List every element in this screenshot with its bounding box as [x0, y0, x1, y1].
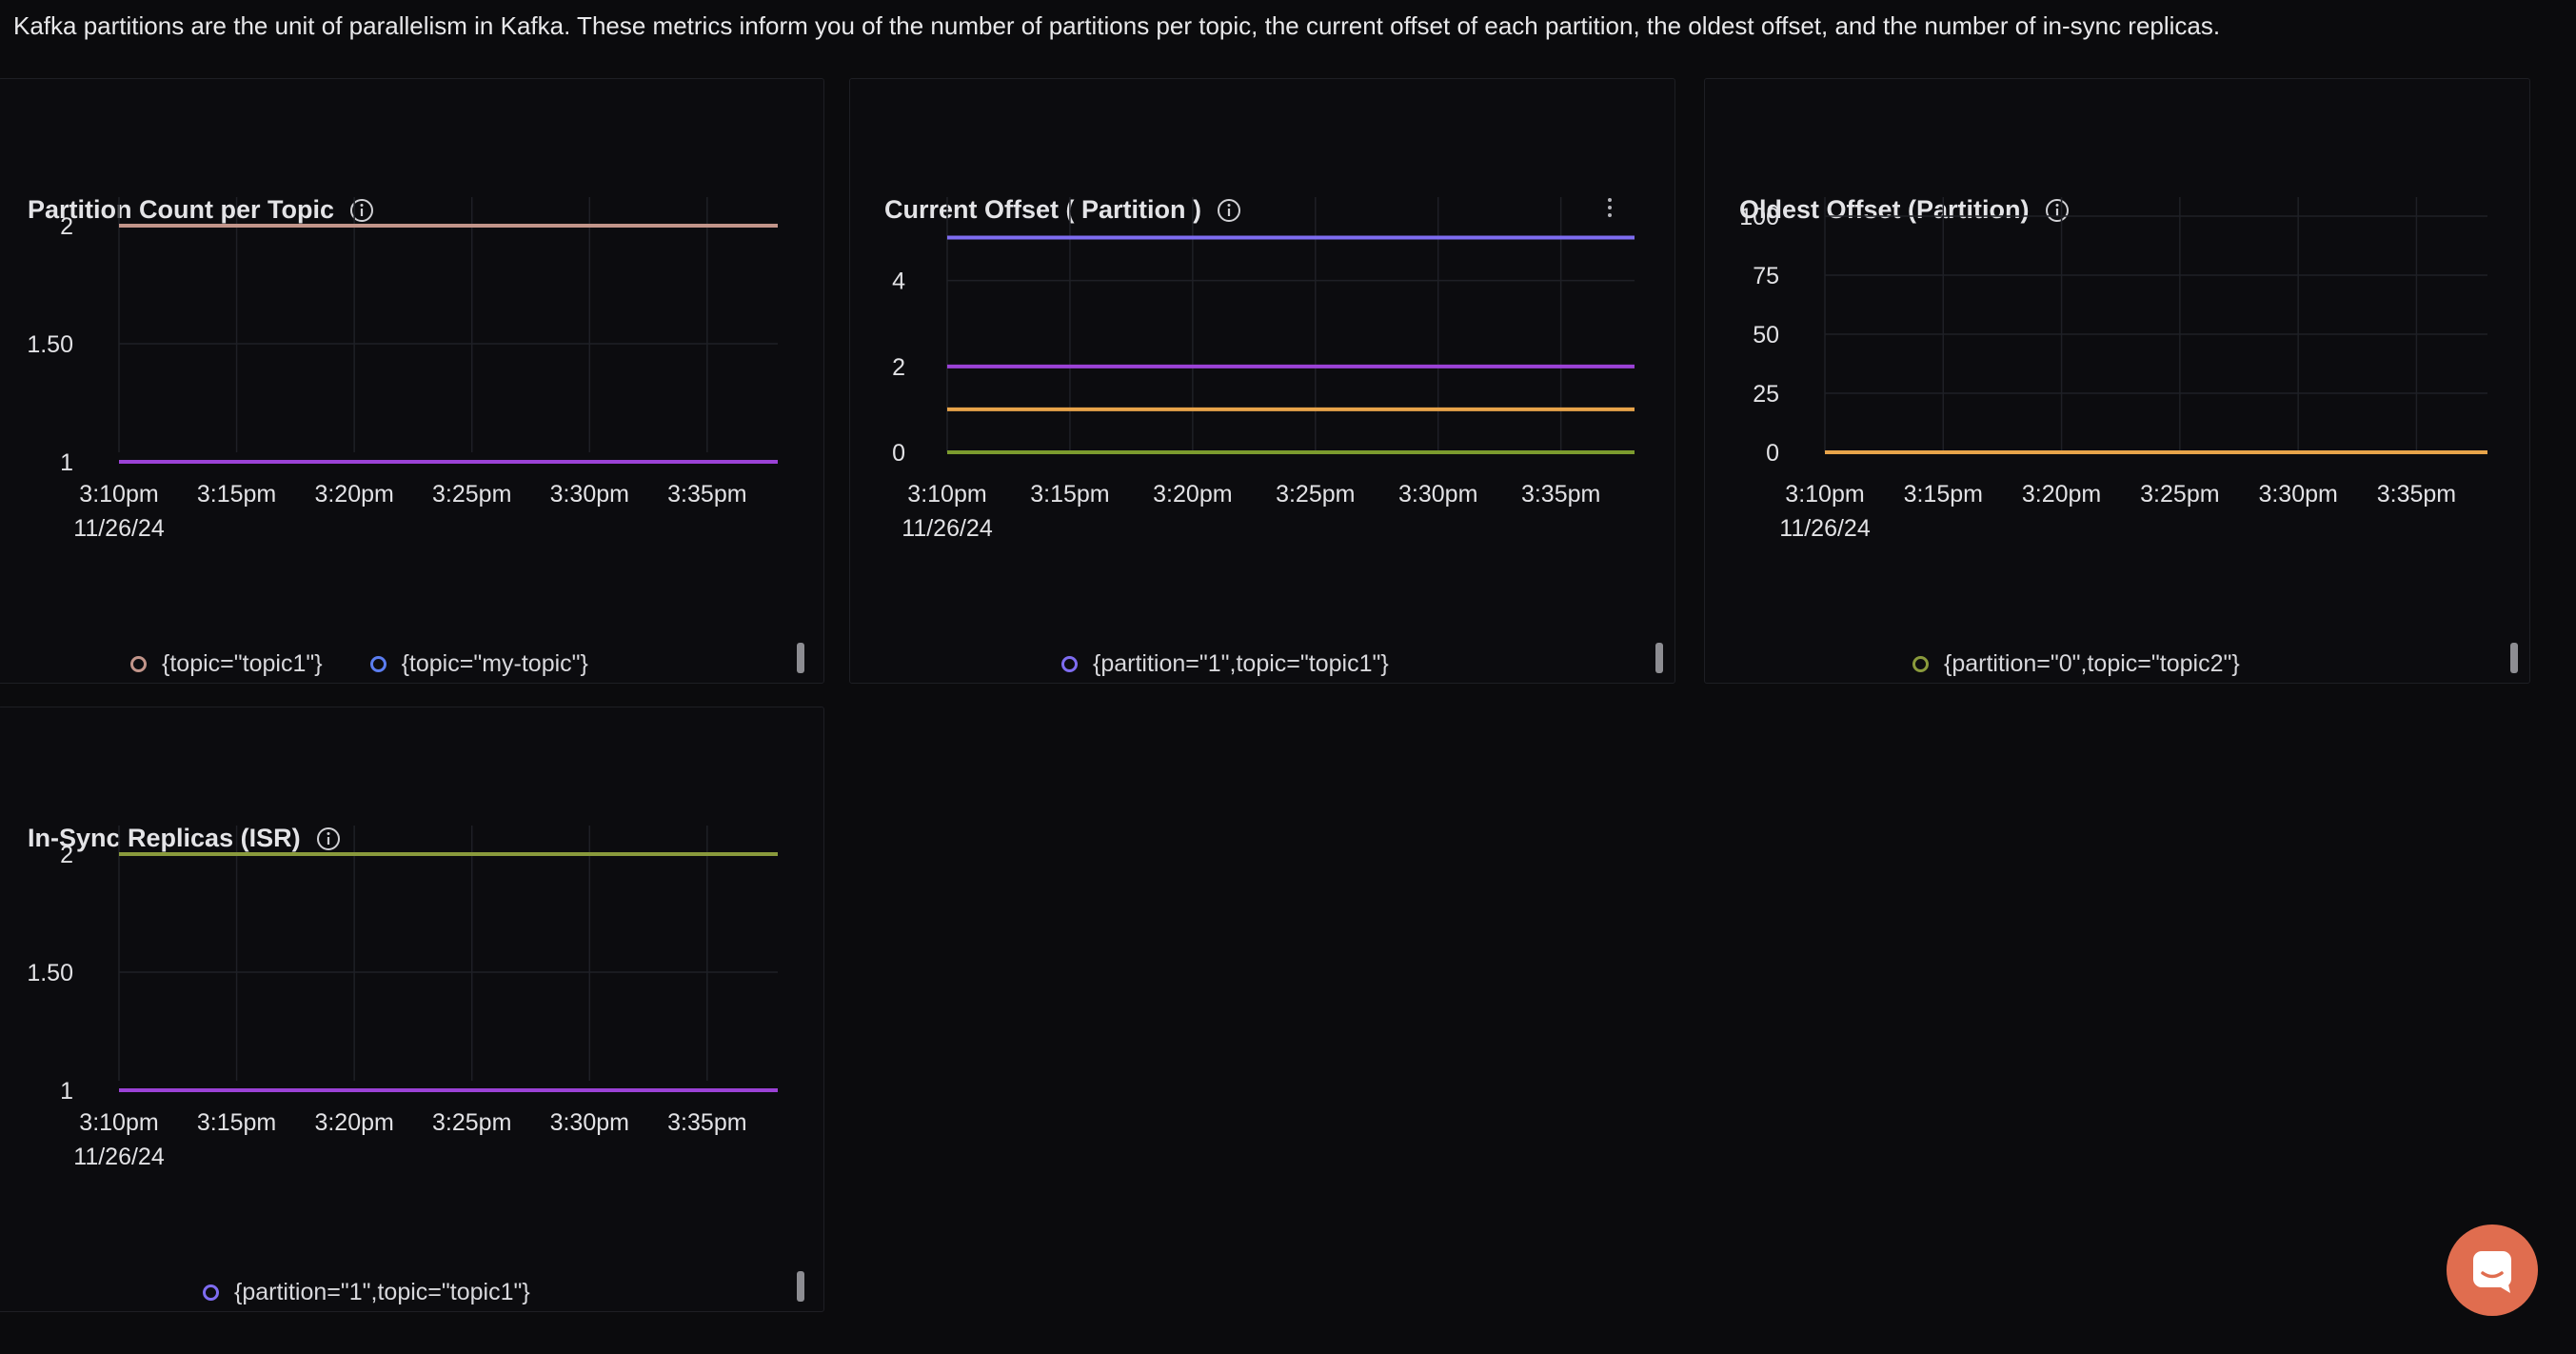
y-tick-label: 1.50 — [27, 331, 73, 358]
legend-scrollbar[interactable] — [797, 1271, 804, 1302]
x-tick-label: 3:20pm — [314, 1109, 393, 1136]
y-tick-label: 75 — [1753, 263, 1779, 289]
chart-legend: {topic="topic1"} {topic="my-topic"} — [130, 650, 588, 678]
chart-legend: {partition="1",topic="topic1"} — [1061, 650, 1389, 678]
x-tick-label: 3:20pm — [2022, 481, 2101, 508]
info-circle-icon[interactable] — [316, 826, 341, 851]
x-tick-label: 3:10pm — [907, 481, 986, 508]
x-tick-label: 3:15pm — [197, 481, 276, 508]
y-tick-label: 25 — [1753, 381, 1779, 408]
y-tick-label: 100 — [1739, 204, 1779, 230]
legend-item[interactable]: {topic="topic1"} — [130, 650, 323, 678]
y-tick-label: 1 — [60, 449, 73, 476]
x-tick-label: 3:15pm — [1904, 481, 1983, 508]
panel-title: Oldest Offset (Partition) — [1739, 195, 2070, 225]
x-tick-label: 3:15pm — [1030, 481, 1109, 508]
info-circle-icon[interactable] — [1217, 198, 1241, 223]
x-tick-label: 3:30pm — [2258, 481, 2337, 508]
x-tick-label: 3:10pm — [79, 1109, 158, 1136]
chat-button[interactable] — [2447, 1225, 2538, 1316]
partition-count-panel: Partition Count per Topic 3:10pm 3:15pm 3:… — [0, 78, 824, 684]
x-date-label: 11/26/24 — [73, 515, 165, 542]
x-tick-label: 3:30pm — [550, 481, 629, 508]
current-offset-chart: 3:10pm 3:15pm 3:20pm 3:25pm 3:30pm 3:35pm 11/2… — [892, 197, 1635, 542]
y-tick-label: 0 — [892, 440, 905, 467]
x-tick-label: 3:30pm — [550, 1109, 629, 1136]
y-tick-label: 2 — [60, 842, 73, 868]
x-tick-label: 3:35pm — [667, 1109, 746, 1136]
vertical-ellipsis-icon — [1608, 198, 1612, 202]
legend-marker — [369, 656, 386, 672]
y-tick-label: 2 — [60, 213, 73, 240]
panel-title-text: Current Offset ( Partition ) — [884, 195, 1202, 224]
info-circle-icon[interactable] — [349, 198, 374, 223]
x-tick-label: 3:20pm — [1153, 481, 1232, 508]
legend-item[interactable]: {partition="0",topic="topic2"} — [1912, 650, 2240, 678]
panel-title-text: In-Sync Replicas (ISR) — [28, 824, 301, 852]
x-tick-label: 3:25pm — [432, 481, 511, 508]
panel-title-text: Partition Count per Topic — [28, 195, 334, 224]
x-date-label: 11/26/24 — [902, 515, 993, 542]
legend-marker — [1912, 656, 1929, 672]
legend-scrollbar[interactable] — [2510, 643, 2518, 673]
legend-marker — [130, 656, 147, 672]
x-tick-label: 3:20pm — [314, 481, 393, 508]
oldest-offset-panel: Oldest Offset (Partition) 3:10pm 3:15pm 3:… — [1704, 78, 2530, 684]
panel-title: Current Offset ( Partition ) — [884, 195, 1241, 225]
y-tick-label: 1.50 — [27, 960, 73, 986]
panel-title: Partition Count per Topic — [28, 195, 374, 225]
x-date-label: 11/26/24 — [1779, 515, 1871, 542]
x-tick-label: 3:25pm — [1276, 481, 1355, 508]
legend-item[interactable]: {partition="1",topic="topic1"} — [1061, 650, 1389, 678]
panel-menu-button[interactable] — [1598, 193, 1621, 222]
isr-chart: 3:10pm 3:15pm 3:20pm 3:25pm 3:30pm 3:35pm 11/2… — [27, 826, 778, 1170]
x-date-label: 11/26/24 — [73, 1144, 165, 1170]
legend-label: {partition="0",topic="topic2"} — [1944, 650, 2240, 677]
panel-title: In-Sync Replicas (ISR) — [28, 824, 341, 853]
x-tick-label: 3:10pm — [1785, 481, 1864, 508]
x-tick-label: 3:25pm — [432, 1109, 511, 1136]
legend-marker — [1061, 656, 1078, 672]
y-tick-label: 2 — [892, 354, 905, 381]
y-tick-label: 0 — [1766, 440, 1779, 467]
x-tick-label: 3:15pm — [197, 1109, 276, 1136]
legend-item[interactable]: {partition="1",topic="topic1"} — [203, 1279, 530, 1306]
legend-label: {partition="1",topic="topic1"} — [234, 1279, 530, 1305]
isr-panel: In-Sync Replicas (ISR) 3:10pm 3:15pm 3:20p… — [0, 707, 824, 1312]
x-tick-label: 3:35pm — [667, 481, 746, 508]
info-circle-icon[interactable] — [2045, 198, 2070, 223]
legend-label: {topic="topic1"} — [162, 650, 323, 677]
chat-bubble-icon — [2473, 1251, 2511, 1293]
x-tick-label: 3:25pm — [2140, 481, 2219, 508]
chart-legend: {partition="0",topic="topic2"} — [1912, 650, 2240, 678]
x-tick-label: 3:10pm — [79, 481, 158, 508]
legend-scrollbar[interactable] — [1655, 643, 1663, 673]
y-tick-label: 50 — [1753, 322, 1779, 348]
legend-label: {partition="1",topic="topic1"} — [1093, 650, 1389, 677]
legend-label: {topic="my-topic"} — [401, 650, 588, 677]
oldest-offset-chart: 3:10pm 3:15pm 3:20pm 3:25pm 3:30pm 3:35pm 11/2… — [1739, 197, 2487, 542]
panel-title-text: Oldest Offset (Partition) — [1739, 195, 2030, 224]
chart-legend: {partition="1",topic="topic1"} — [203, 1279, 530, 1306]
current-offset-panel: Current Offset ( Partition ) 3:10pm 3:15p… — [849, 78, 1675, 684]
x-tick-label: 3:35pm — [1521, 481, 1600, 508]
legend-item[interactable]: {topic="my-topic"} — [369, 650, 588, 678]
legend-scrollbar[interactable] — [797, 643, 804, 673]
intro-text: Kafka partitions are the unit of paralle… — [13, 11, 2221, 40]
y-tick-label: 4 — [892, 269, 905, 295]
legend-marker — [203, 1284, 219, 1301]
x-tick-label: 3:35pm — [2377, 481, 2456, 508]
y-tick-label: 1 — [60, 1078, 73, 1105]
partition-count-chart: 3:10pm 3:15pm 3:20pm 3:25pm 3:30pm 3:35pm 11/2… — [27, 197, 778, 542]
x-tick-label: 3:30pm — [1398, 481, 1477, 508]
